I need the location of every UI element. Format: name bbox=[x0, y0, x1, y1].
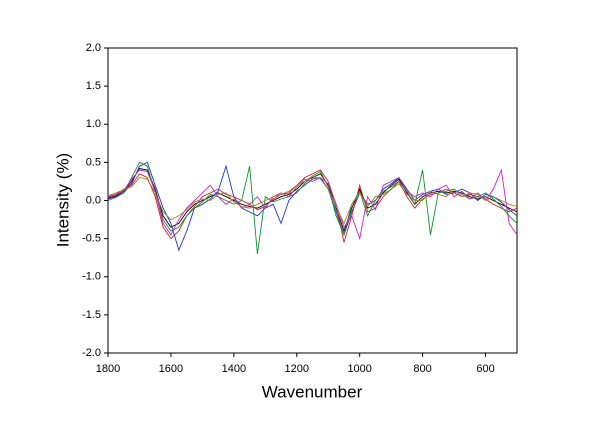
x-tick-label: 1000 bbox=[347, 363, 371, 375]
y-tick-label: 2.0 bbox=[86, 42, 101, 54]
y-tick-label: 1.5 bbox=[86, 80, 101, 92]
y-tick-label: -1.0 bbox=[82, 271, 101, 283]
x-tick-label: 600 bbox=[476, 363, 494, 375]
x-tick-label: 1400 bbox=[222, 363, 246, 375]
spectrum-line bbox=[107, 169, 518, 243]
y-tick-label: 1.0 bbox=[86, 118, 101, 130]
y-tick-label: -1.5 bbox=[82, 309, 101, 321]
spectrum-line bbox=[107, 167, 518, 233]
y-tick-label: 0.5 bbox=[86, 156, 101, 168]
plot-frame bbox=[107, 47, 518, 354]
spectrum-line bbox=[107, 168, 518, 241]
x-tick-label: 800 bbox=[413, 363, 431, 375]
y-axis-title: Intensity (%) bbox=[53, 153, 72, 247]
x-tick-label: 1800 bbox=[96, 363, 120, 375]
y-tick-label: -2.0 bbox=[82, 347, 101, 359]
y-tick-label: 0.0 bbox=[86, 194, 101, 206]
y-tick-label: -0.5 bbox=[82, 233, 101, 245]
x-axis-title: Wavenumber bbox=[262, 382, 363, 401]
spectrum-line bbox=[107, 175, 518, 225]
x-tick-label: 1600 bbox=[159, 363, 183, 375]
x-tick-label: 1200 bbox=[285, 363, 309, 375]
